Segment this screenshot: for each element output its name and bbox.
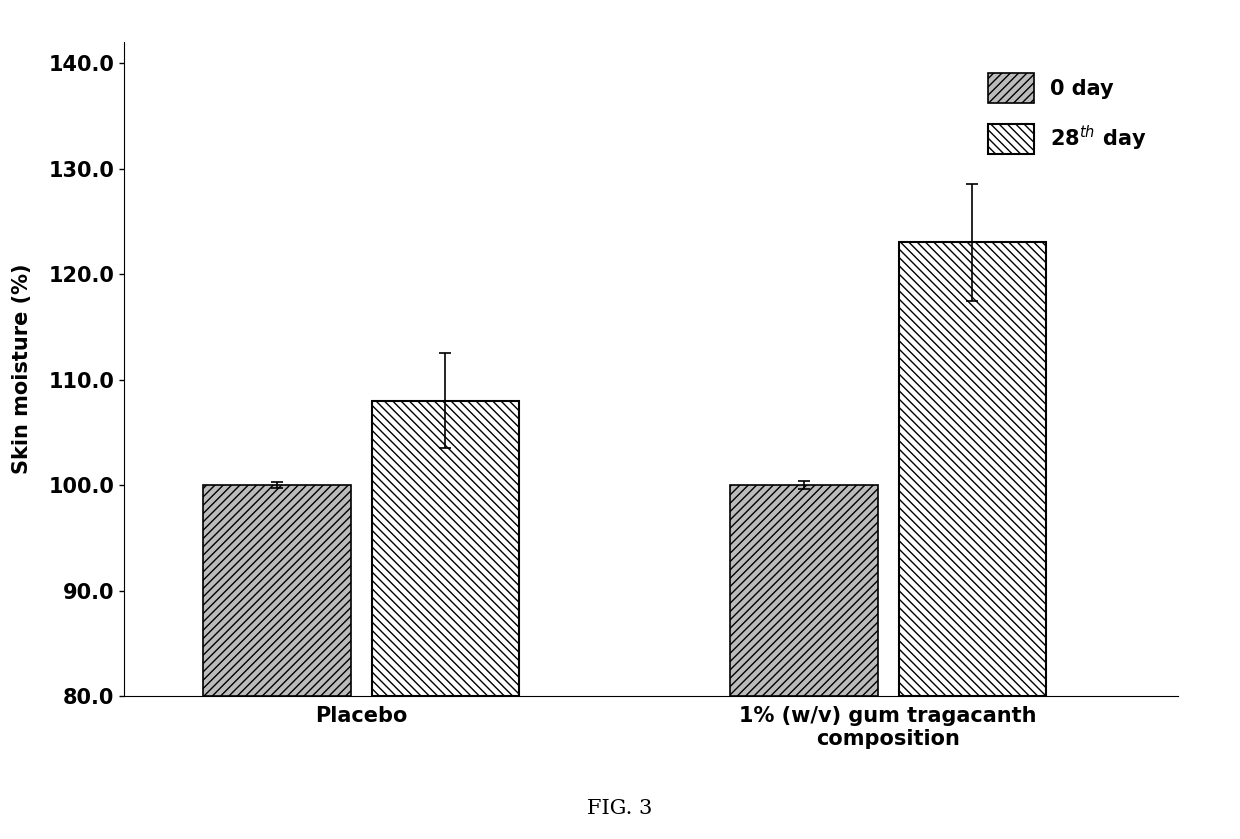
Bar	[899, 242, 1047, 696]
Text: FIG. 3: FIG. 3	[588, 799, 652, 818]
Bar	[203, 485, 351, 696]
Legend: 0 day, 28$^{th}$ day: 0 day, 28$^{th}$ day	[967, 52, 1168, 175]
Bar	[730, 485, 878, 696]
Bar	[372, 401, 520, 696]
Y-axis label: Skin moisture (%): Skin moisture (%)	[11, 264, 32, 474]
